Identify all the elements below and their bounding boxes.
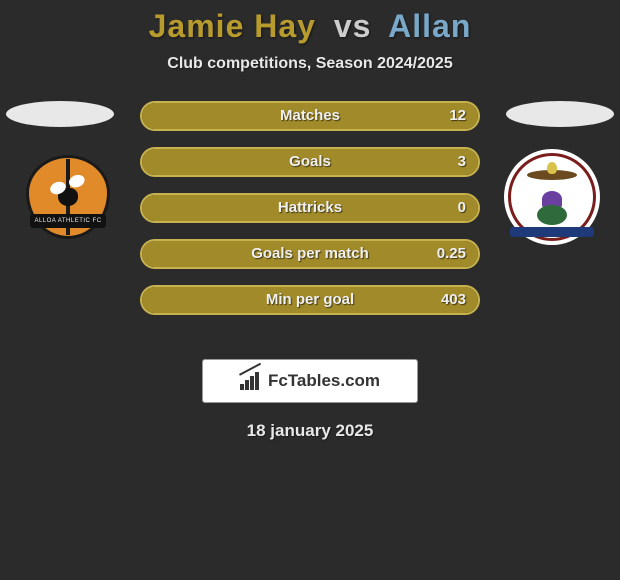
subtitle: Club competitions, Season 2024/2025	[0, 55, 620, 73]
brand-logo-bar	[240, 384, 244, 390]
stat-row: Goals3	[140, 147, 480, 177]
content-area: ALLOA ATHLETIC FC Matches12 Goals3 Hattric…	[0, 101, 620, 341]
stat-label: Hattricks	[140, 193, 480, 223]
stat-value: 3	[458, 147, 466, 177]
club-crest-right	[504, 149, 600, 245]
stat-label: Min per goal	[140, 285, 480, 315]
crest-right-thistle-icon	[537, 191, 567, 225]
stat-value: 12	[449, 101, 466, 131]
stat-row: Matches12	[140, 101, 480, 131]
stat-label: Goals	[140, 147, 480, 177]
stat-label: Matches	[140, 101, 480, 131]
player1-oval	[6, 101, 114, 127]
brand-logo-icon	[240, 372, 262, 390]
crest-left-band: ALLOA ATHLETIC FC	[30, 214, 107, 228]
stat-label: Goals per match	[140, 239, 480, 269]
player2-oval	[506, 101, 614, 127]
stat-value: 403	[441, 285, 466, 315]
vs-text: vs	[334, 8, 372, 44]
stat-row: Hattricks0	[140, 193, 480, 223]
club-crest-left: ALLOA ATHLETIC FC	[20, 149, 116, 245]
stat-value: 0	[458, 193, 466, 223]
stat-row: Min per goal403	[140, 285, 480, 315]
brand-box: FcTables.com	[202, 359, 418, 403]
player2-name: Allan	[388, 8, 471, 44]
stat-value: 0.25	[437, 239, 466, 269]
brand-text: FcTables.com	[268, 371, 380, 391]
crest-right-ribbon	[510, 227, 595, 237]
crest-left-wasp-icon	[50, 182, 86, 212]
date-text: 18 january 2025	[0, 421, 620, 441]
comparison-title: Jamie Hay vs Allan	[0, 0, 620, 45]
stat-row: Goals per match0.25	[140, 239, 480, 269]
player1-name: Jamie Hay	[149, 8, 316, 44]
crest-right-eagle-icon	[527, 162, 577, 186]
stat-bars: Matches12 Goals3 Hattricks0 Goals per match…	[140, 101, 480, 331]
